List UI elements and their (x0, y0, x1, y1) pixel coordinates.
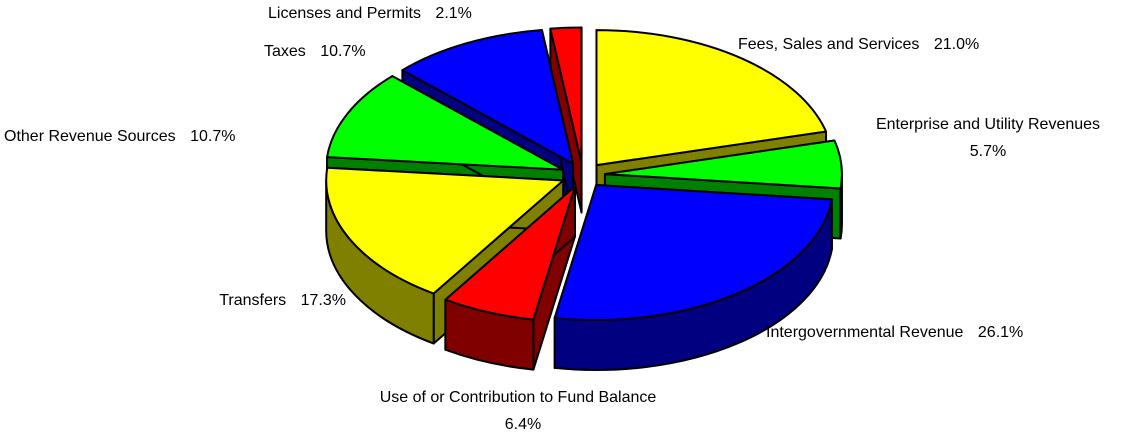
slice-name: Use of or Contribution to Fund Balance (379, 389, 657, 406)
slice-label: Intergovernmental Revenue 26.1% (766, 319, 1136, 346)
slice-value: 21.0% (933, 36, 980, 53)
slice-value: 10.7% (190, 128, 236, 145)
slice-name: Taxes (264, 43, 306, 60)
slice-label: Other Revenue Sources 10.7% (4, 123, 324, 150)
pie-slice (595, 29, 828, 167)
slice-name: Transfers (219, 292, 287, 309)
slice-name: Other Revenue Sources (4, 128, 176, 145)
slice-value: 5.7% (969, 143, 1007, 160)
slice-value: 10.7% (320, 43, 366, 60)
slice-name: Intergovernmental Revenue (766, 324, 964, 341)
pie-slice (325, 166, 565, 295)
slice-label: Fees, Sales and Services 21.0% (738, 31, 1138, 58)
pie-slice (553, 184, 833, 322)
slice-name: Enterprise and Utility Revenues (875, 116, 1101, 133)
slice-name: Licenses and Permits (268, 5, 421, 22)
slice-value: 2.1% (435, 5, 472, 22)
pie-slice (401, 28, 575, 165)
slice-tops (325, 26, 843, 322)
slice-label: Licenses and Permits 2.1% (268, 0, 548, 27)
slice-name: Fees, Sales and Services (738, 36, 920, 53)
slice-value: 17.3% (300, 292, 346, 309)
pie-slice (549, 26, 583, 164)
pie-slice (603, 139, 843, 190)
slice-value: 6.4% (504, 416, 542, 433)
pie-slice (326, 75, 565, 171)
slice-label: Transfers 17.3% (100, 287, 346, 314)
pie-slice (444, 185, 576, 321)
slice-value: 26.1% (977, 324, 1024, 341)
slice-label: Enterprise and Utility Revenues 5.7% (833, 111, 1140, 165)
slice-label: Taxes 10.7% (264, 38, 464, 65)
slice-label: Use of or Contribution to Fund Balance 6… (368, 384, 668, 437)
